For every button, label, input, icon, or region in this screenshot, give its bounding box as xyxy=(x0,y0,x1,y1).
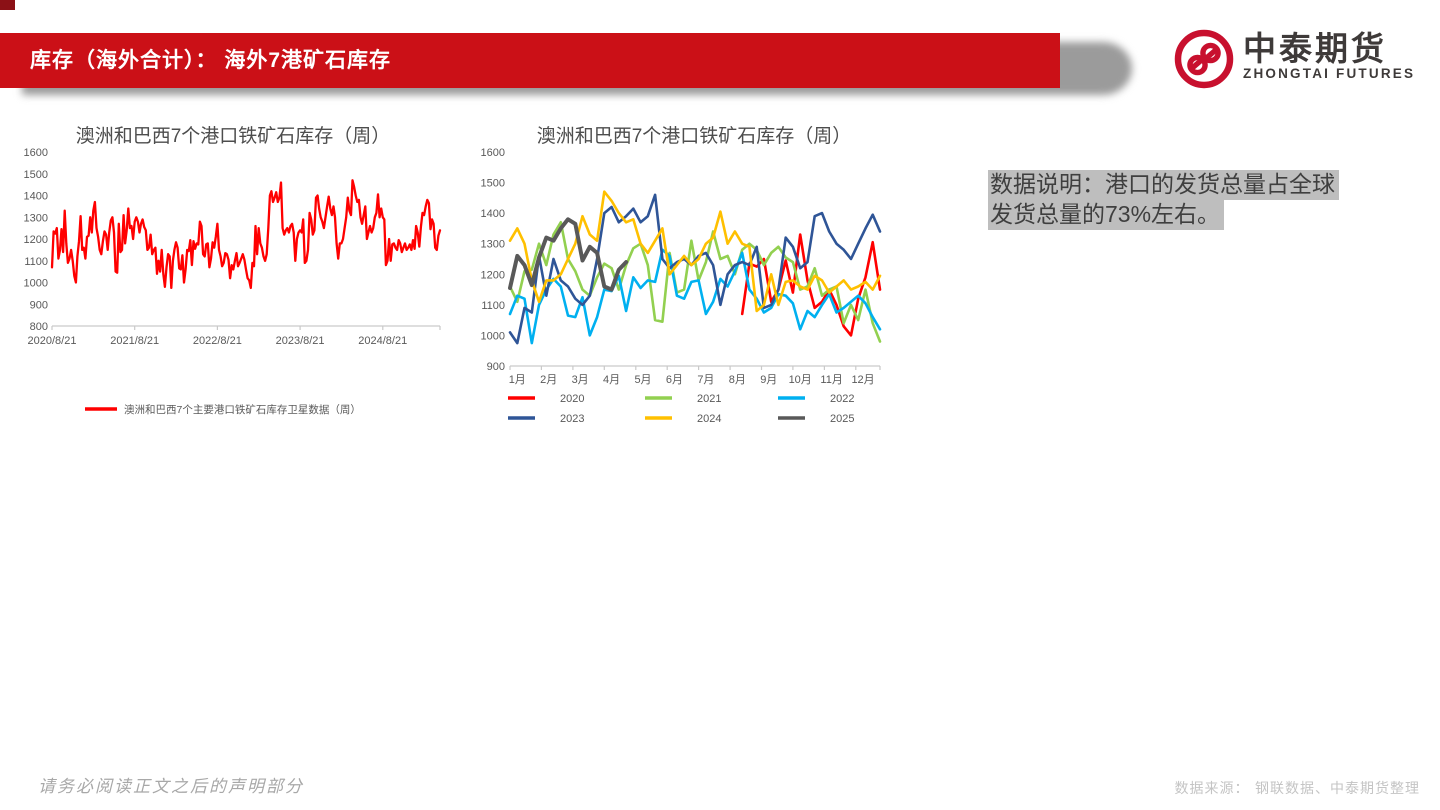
series-line-2024 xyxy=(508,190,882,313)
y-tick-label: 1400 xyxy=(481,208,505,220)
y-tick-label: 1200 xyxy=(481,269,505,281)
disclaimer-text: 请务必阅读正文之后的声明部分 xyxy=(38,777,304,797)
series-line-2023 xyxy=(508,193,882,345)
page-title: 库存（海外合计）： 海外7港矿石库存 xyxy=(30,49,392,72)
series-line-2025 xyxy=(508,217,629,292)
x-tick-label: 2022/8/21 xyxy=(193,335,242,347)
series-line-2020 xyxy=(740,233,882,337)
x-tick-label: 6月 xyxy=(666,374,683,386)
timeseries-chart: 澳洲和巴西7个港口铁矿石库存（周） 800 900 1000 1100 1200 1300 1… xyxy=(24,125,442,416)
y-tick-label: 1500 xyxy=(24,169,48,181)
chart-title: 澳洲和巴西7个港口铁矿石库存（周） xyxy=(76,125,391,147)
y-tick-label: 900 xyxy=(487,361,505,373)
x-tick-label: 10月 xyxy=(789,374,812,386)
y-tick-label: 1200 xyxy=(24,234,48,246)
x-tick-label: 9月 xyxy=(760,374,777,386)
data-note-line2: 发货总量的73%左右。 xyxy=(988,200,1225,230)
x-tick-label: 5月 xyxy=(634,374,651,386)
x-tick-label: 12月 xyxy=(851,374,874,386)
legend-label: 2020 xyxy=(560,393,584,405)
data-note: 数据说明：港口的发货总量占全球 发货总量的73%左右。 xyxy=(988,170,1378,230)
legend-label: 2023 xyxy=(560,413,584,425)
legend-label: 2024 xyxy=(697,413,721,425)
x-tick-label: 11月 xyxy=(820,374,842,386)
y-tick-label: 900 xyxy=(30,299,48,311)
legend-label: 2025 xyxy=(830,413,854,425)
logo-name-cn: 中泰期货 xyxy=(1243,30,1387,67)
logo-name-en: ZHONGTAI FUTURES xyxy=(1243,66,1416,81)
logo-emblem-icon xyxy=(1174,29,1234,89)
logo-text: 中泰期货 ZHONGTAI FUTURES xyxy=(1243,30,1416,82)
y-tick-label: 1300 xyxy=(481,239,505,251)
y-tick-label: 1400 xyxy=(24,191,48,203)
y-tick-label: 1000 xyxy=(24,278,48,290)
data-source-text: 数据来源： 钢联数据、中泰期货整理 xyxy=(1174,781,1420,797)
corner-accent xyxy=(0,0,15,10)
series-line-2022 xyxy=(508,248,882,345)
company-logo: 中泰期货 ZHONGTAI FUTURES xyxy=(1172,26,1413,92)
y-tick-label: 800 xyxy=(30,321,48,333)
x-tick-label: 7月 xyxy=(697,374,714,386)
x-tick-label: 2021/8/21 xyxy=(110,335,159,347)
x-tick-label: 2月 xyxy=(540,374,557,386)
y-tick-label: 1000 xyxy=(481,330,505,342)
header-bar: 库存（海外合计）： 海外7港矿石库存 xyxy=(0,33,1060,88)
x-tick-label: 2024/8/21 xyxy=(358,335,407,347)
x-tick-label: 3月 xyxy=(572,374,589,386)
legend-label: 澳洲和巴西7个主要港口铁矿石库存卫星数据（周） xyxy=(124,403,361,416)
y-tick-label: 1100 xyxy=(24,256,48,268)
x-tick-label: 1月 xyxy=(509,374,526,386)
y-tick-label: 1100 xyxy=(481,300,505,312)
y-tick-label: 1300 xyxy=(24,212,48,224)
legend-label: 2021 xyxy=(697,393,721,405)
y-tick-label: 1600 xyxy=(481,147,505,159)
y-tick-label: 1500 xyxy=(481,178,505,190)
seasonal-chart: 澳洲和巴西7个港口铁矿石库存（周） 900 1000 1100 1200 1300 1400… xyxy=(481,125,882,425)
y-tick-label: 1600 xyxy=(24,147,48,159)
data-note-line1: 数据说明：港口的发货总量占全球 xyxy=(988,170,1339,200)
x-tick-label: 2023/8/21 xyxy=(276,335,325,347)
chart-title: 澳洲和巴西7个港口铁矿石库存（周） xyxy=(537,125,852,147)
x-tick-label: 4月 xyxy=(603,374,620,386)
legend-label: 2022 xyxy=(830,393,854,405)
x-tick-label: 2020/8/21 xyxy=(28,335,77,347)
x-tick-label: 8月 xyxy=(729,374,746,386)
series-line-weekly xyxy=(50,179,442,290)
